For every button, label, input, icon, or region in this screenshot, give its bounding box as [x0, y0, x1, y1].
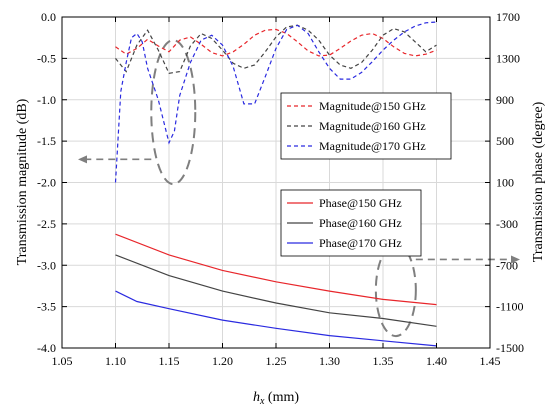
annotation-arrow-right-head [511, 255, 520, 264]
x-tick-label: 1.30 [319, 354, 340, 368]
axis-ticks: 1.05 1.10 1.15 1.20 1.25 1.30 1.35 1.40 1.45 0.0 -… [37, 10, 524, 368]
series-line-magnitude-170-ghz [114, 21, 437, 183]
y-left-tick-label: -4.0 [37, 341, 56, 355]
series-line-magnitude-160-ghz [115, 24, 437, 74]
series-line-magnitude-150-ghz [115, 28, 437, 57]
series-line-phase-150-ghz [115, 233, 437, 306]
y-right-tick-label: -1100 [496, 300, 524, 314]
y-right-tick-label: -1500 [496, 341, 524, 355]
y-left-tick-label: -2.0 [37, 176, 56, 190]
y-right-tick-label: -300 [496, 217, 518, 231]
y-right-tick-label: -700 [496, 258, 518, 272]
legend-label: Phase@150 GHz [319, 196, 402, 210]
x-axis-label: hx (mm) [253, 390, 299, 407]
series-line-phase-170-ghz [115, 290, 437, 347]
annotation-arrow-left-head [78, 155, 87, 164]
y-axis-label-right: Transmission phase (degree) [531, 101, 546, 262]
legend-label: Phase@160 GHz [319, 216, 402, 230]
series-group [114, 21, 437, 347]
annotation-ellipse-magnitude [150, 39, 197, 186]
y-left-tick-label: -1.5 [37, 134, 56, 148]
y-left-tick-label: -1.0 [37, 93, 56, 107]
x-tick-label: 1.10 [105, 354, 126, 368]
x-axis-label-var: h [253, 390, 260, 405]
legend-phase: Phase@150 GHz Phase@160 GHz Phase@170 GHz [280, 189, 422, 257]
y-left-tick-label: 0.0 [41, 10, 56, 24]
legend-label: Magnitude@160 GHz [319, 119, 426, 133]
y-right-tick-label: 100 [496, 176, 514, 190]
legend-magnitude: Magnitude@150 GHz Magnitude@160 GHz Magnit… [280, 92, 452, 160]
x-axis-label-sub: x [259, 396, 265, 407]
x-tick-label: 1.15 [159, 354, 180, 368]
x-tick-label: 1.05 [52, 354, 73, 368]
y-axis-label-left: Transmission magnitude (dB) [15, 98, 30, 265]
y-right-tick-label: 1300 [496, 51, 520, 65]
series-line-phase-160-ghz [115, 254, 437, 327]
x-tick-label: 1.45 [480, 354, 501, 368]
x-tick-label: 1.20 [212, 354, 233, 368]
legend-label: Phase@170 GHz [319, 236, 402, 250]
y-left-tick-label: -3.5 [37, 300, 56, 314]
legend-label: Magnitude@150 GHz [319, 99, 426, 113]
x-tick-label: 1.35 [373, 354, 394, 368]
x-tick-label: 1.25 [266, 354, 287, 368]
y-left-tick-label: -2.5 [37, 217, 56, 231]
y-right-tick-label: 900 [496, 93, 514, 107]
y-right-tick-label: 1700 [496, 10, 520, 24]
x-axis-label-unit: (mm) [264, 390, 299, 405]
y-left-tick-label: -0.5 [37, 51, 56, 65]
annotations [78, 39, 520, 338]
y-right-tick-label: 500 [496, 134, 514, 148]
legend-label: Magnitude@170 GHz [319, 139, 426, 153]
y-left-tick-label: -3.0 [37, 258, 56, 272]
x-tick-label: 1.40 [426, 354, 447, 368]
grid-lines [62, 17, 490, 348]
